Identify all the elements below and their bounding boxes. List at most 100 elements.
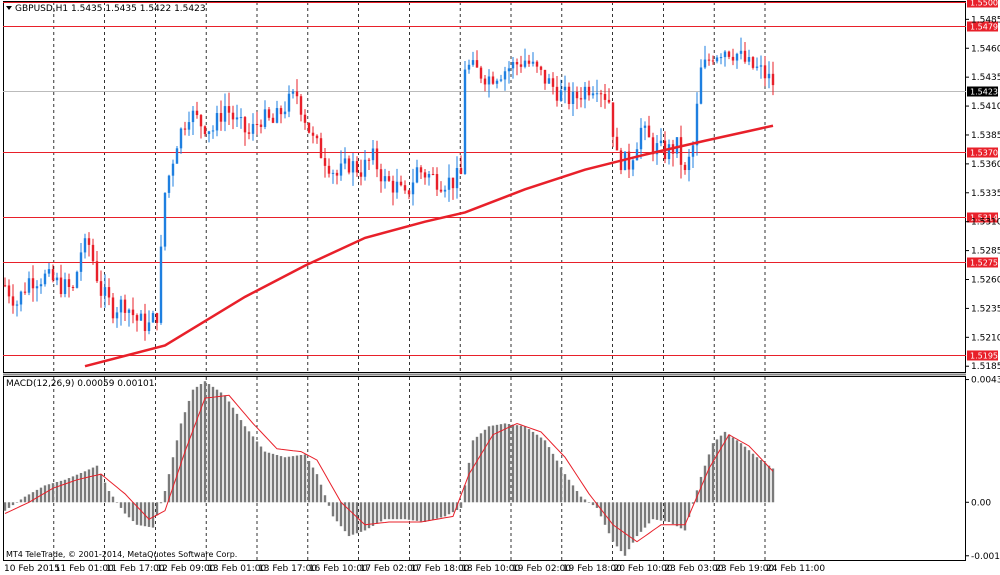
level-label-box — [967, 0, 998, 8]
candle-body — [251, 123, 255, 134]
dropdown-triangle-icon[interactable] — [6, 6, 12, 10]
candle-body — [275, 108, 279, 123]
macd-bar — [375, 502, 379, 524]
candle-body — [351, 161, 355, 173]
candle-body — [307, 122, 311, 133]
candle-body — [363, 159, 367, 177]
candle-body — [707, 59, 711, 61]
macd-bar — [371, 502, 375, 526]
macd-bar — [571, 485, 575, 503]
macd-bar — [627, 502, 631, 550]
symbol-header: GBPUSD,H1 1.5435 1.5435 1.5422 1.5423 — [15, 4, 206, 14]
macd-bar — [323, 495, 327, 503]
macd-bar — [251, 436, 255, 503]
macd-bar — [59, 480, 63, 503]
candle-body — [591, 93, 595, 96]
macd-bar — [647, 502, 651, 524]
candle-body — [771, 73, 775, 86]
candle-body — [407, 190, 411, 195]
candle-body — [675, 137, 679, 154]
candle-body — [367, 159, 371, 161]
macd-bar — [95, 465, 99, 503]
candle-body — [563, 86, 567, 91]
candle-body — [395, 181, 399, 193]
candle-body — [243, 117, 247, 133]
candle-body — [223, 106, 227, 122]
macd-bar — [423, 502, 427, 522]
macd-bar — [367, 502, 371, 529]
candle-body — [259, 124, 263, 127]
macd-bar — [303, 454, 307, 503]
price-tick-label: 1.5460 — [971, 44, 1000, 54]
macd-bar — [51, 483, 55, 503]
candle-body — [31, 278, 35, 289]
macd-bar — [463, 485, 467, 503]
macd-bar — [99, 474, 103, 503]
macd-bar — [291, 456, 295, 503]
candle-body — [163, 192, 167, 247]
price-tick-label: 1.5285 — [971, 247, 1000, 257]
macd-bar — [539, 437, 543, 503]
candle-body — [411, 182, 415, 195]
macd-bar — [279, 456, 283, 503]
macd-bar — [259, 446, 263, 503]
candle-body — [491, 76, 495, 84]
macd-bar — [227, 401, 231, 503]
candle-body — [339, 163, 343, 176]
macd-bar — [771, 468, 775, 503]
candle-body — [43, 273, 47, 285]
macd-bar — [219, 392, 223, 503]
candle-body — [147, 322, 151, 332]
candle-body — [3, 285, 7, 287]
time-tick-label: 18 Feb 10:00 — [461, 564, 520, 574]
candle-body — [755, 66, 759, 68]
candle-body — [119, 299, 123, 313]
macd-bar — [499, 424, 503, 503]
candle-body — [347, 158, 351, 173]
candle-body — [767, 73, 771, 79]
candle-body — [711, 60, 715, 62]
candle-body — [355, 161, 359, 173]
candle-body — [687, 156, 691, 171]
macd-bar — [331, 502, 335, 517]
candle-body — [627, 151, 631, 170]
candle-body — [279, 108, 283, 115]
candle-body — [187, 122, 191, 130]
candle-body — [283, 111, 287, 115]
time-tick-label: 10 Feb 2015 — [4, 564, 60, 574]
candle-body — [319, 138, 323, 159]
candle-body — [575, 91, 579, 99]
price-tick-label: 1.5410 — [971, 102, 1000, 112]
macd-bar — [131, 502, 135, 522]
macd-bar — [311, 467, 315, 503]
time-tick-label: 19 Feb 18:00 — [563, 564, 622, 574]
main-panel-frame — [3, 1, 966, 373]
candle-body — [59, 277, 63, 295]
level-label-box — [967, 350, 998, 361]
macd-bar — [751, 453, 755, 503]
macd-bar — [111, 496, 115, 503]
candle-body — [171, 163, 175, 176]
macd-bar — [683, 502, 687, 531]
time-tick-label: 13 Feb 17:00 — [258, 564, 317, 574]
candle-body — [399, 181, 403, 186]
candle-body — [555, 86, 559, 101]
macd-bar — [199, 384, 203, 503]
candle-body — [603, 93, 607, 100]
macd-bar — [563, 474, 567, 503]
macd-bar — [643, 502, 647, 528]
macd-bar — [283, 457, 287, 503]
macd-bar — [67, 478, 71, 503]
macd-bar — [275, 454, 279, 503]
macd-bar — [163, 491, 167, 503]
candle-body — [303, 114, 307, 123]
macd-bar — [583, 499, 587, 503]
level-label-box — [967, 147, 998, 158]
candle-body — [123, 299, 127, 313]
macd-bar — [523, 426, 527, 503]
candle-body — [507, 68, 511, 72]
vertical-grid — [53, 2, 766, 560]
candle-body — [659, 140, 663, 144]
candle-body — [191, 110, 195, 123]
